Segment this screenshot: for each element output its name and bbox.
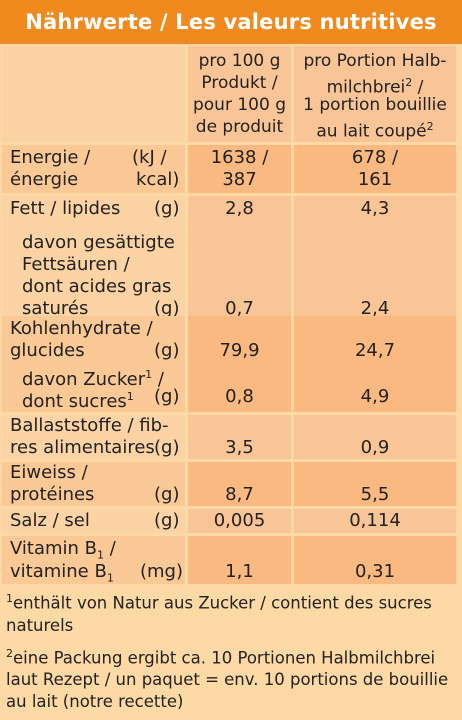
row-unit: (g): [154, 298, 180, 319]
value-per-100g: 1638 /: [210, 147, 269, 168]
row-label: Kohlenhydrate /: [10, 318, 153, 339]
value-per-portion: 5,5: [360, 484, 390, 505]
header-cell-per-portion: pro Portion Halb- milchbrei2 / 1 portion…: [294, 46, 456, 142]
row-sublabel: Fettsäuren /: [22, 254, 130, 275]
row-unit: (g): [154, 198, 180, 219]
value-per-100g: 0,7: [225, 298, 254, 319]
column-header-row: pro 100 g Produkt / pour 100 g de produi…: [0, 46, 462, 142]
row-label: Ballaststoffe / fib-: [10, 415, 169, 436]
header-cell-per-100g: pro 100 g Produkt / pour 100 g de produi…: [188, 46, 291, 142]
row-unit: (mg): [140, 561, 184, 582]
value-per-100g: 79,9: [219, 340, 260, 361]
footnotes: 1enthält von Natur aus Zucker / contient…: [6, 588, 458, 719]
row-label: glucides: [10, 340, 85, 361]
value-per-portion: 24,7: [354, 340, 396, 361]
header-cell-empty: [2, 46, 185, 142]
value-per-portion: 0,31: [354, 561, 396, 582]
table-row-fibre: Ballaststoffe / fib- res alimentaires (g…: [0, 415, 462, 459]
header-text: Produkt /: [201, 73, 278, 93]
value-per-100g: 387: [222, 169, 257, 190]
value-per-100g: 2,8: [225, 198, 254, 219]
header-text: milchbrei2 /: [326, 76, 424, 98]
value-per-portion: 4,9: [360, 386, 390, 407]
value-per-100g: 1,1: [225, 561, 254, 582]
row-label: res alimentaires: [10, 437, 155, 458]
value-per-portion: 4,3: [360, 198, 390, 219]
row-unit: (g): [154, 386, 180, 407]
row-sublabel: saturés: [22, 298, 89, 319]
row-unit: (g): [154, 510, 180, 531]
value-per-portion: 0,114: [349, 510, 401, 531]
header-text: pro 100 g: [198, 51, 281, 71]
row-unit: (g): [154, 340, 180, 361]
value-per-100g: 3,5: [225, 437, 254, 458]
value-per-100g: 0,8: [225, 386, 254, 407]
row-label: Salz / sel: [10, 510, 90, 531]
row-sublabel: dont sucres1: [22, 390, 134, 412]
value-per-portion: 0,9: [360, 437, 390, 458]
row-label: vitamine B1: [10, 561, 114, 585]
value-per-100g: 0,005: [213, 510, 266, 531]
row-label: Eiweiss /: [10, 462, 88, 483]
row-label: Fett / lipides: [10, 198, 121, 219]
header-text: 1 portion bouillie: [303, 95, 447, 115]
value-per-portion: 2,4: [360, 298, 390, 319]
row-sublabel: dont acides gras: [22, 276, 172, 297]
row-unit: kcal): [136, 169, 180, 190]
row-label: énergie: [10, 169, 79, 190]
table-title: Nährwerte / Les valeurs nutritives: [0, 0, 462, 44]
value-per-portion: 678 /: [351, 147, 399, 168]
table-row-energy: Energie / énergie (kJ / kcal) 1638 / 387…: [0, 145, 462, 193]
value-per-100g: 8,7: [225, 484, 254, 505]
row-label: Energie /: [10, 147, 91, 168]
row-label: protéines: [10, 484, 95, 505]
row-sublabel: davon Zucker1 /: [22, 368, 164, 390]
header-text: pour 100 g: [192, 95, 286, 115]
header-text: au lait coupé2: [316, 120, 434, 142]
header-text: de produit: [195, 117, 284, 137]
row-sublabel: davon gesättigte: [22, 232, 175, 253]
row-label: Vitamin B1 /: [10, 538, 116, 562]
table-row-carbohydrates: Kohlenhydrate / glucides (g) davon Zucke…: [0, 316, 462, 412]
value-per-portion: 161: [357, 169, 393, 190]
row-unit: (kJ /: [132, 147, 167, 168]
footnote-1: 1enthält von Natur aus Zucker / contient…: [6, 592, 432, 635]
table-row-protein: Eiweiss / protéines (g) 8,7 5,5: [0, 462, 462, 506]
header-text: pro Portion Halb-: [303, 51, 447, 71]
title-text: Nährwerte / Les valeurs nutritives: [25, 10, 437, 34]
table-row-salt: Salz / sel (g) 0,005 0,114: [0, 509, 462, 533]
footnote-2: 2eine Packung ergibt ca. 10 Portionen Ha…: [6, 646, 449, 712]
row-unit: (g): [154, 484, 180, 505]
row-unit: (g): [154, 437, 180, 458]
table-row-vitamin-b1: Vitamin B1 / vitamine B1 (mg) 1,1 0,31: [0, 536, 462, 585]
